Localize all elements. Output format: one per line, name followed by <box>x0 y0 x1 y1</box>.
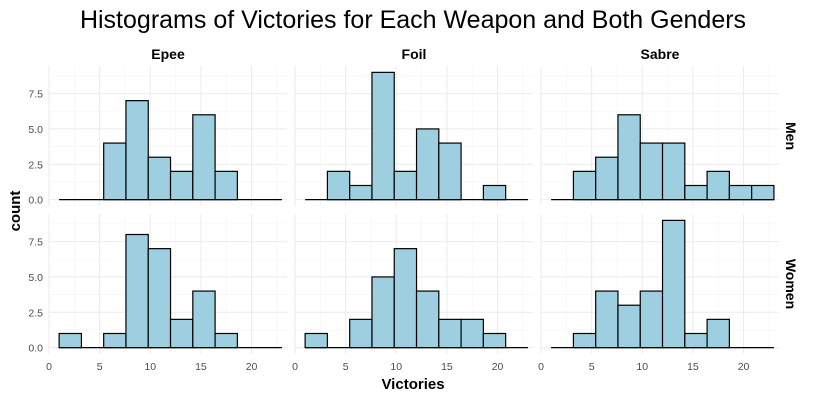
histogram-bar <box>595 156 619 201</box>
x-tick-label: 20 <box>492 361 504 373</box>
x-tick-label: 0 <box>292 361 298 373</box>
histogram-bar <box>103 332 127 349</box>
histogram-bar <box>125 233 149 349</box>
histogram-bar <box>617 114 641 201</box>
histogram-bar <box>103 142 127 201</box>
y-tick-label: 2.5 <box>28 307 43 319</box>
histogram-bar <box>304 332 329 349</box>
panels-layer: Epee Foil Sabre Men Women 0.0 2.5 5.0 7.5 0.0 2.5 5… <box>28 46 799 373</box>
histogram-bar <box>460 318 484 349</box>
histogram-bar <box>214 332 238 349</box>
histogram-bar <box>728 184 753 201</box>
x-tick-label: 20 <box>738 361 750 373</box>
panel-women-foil: 0 5 10 15 20 <box>292 214 533 373</box>
panel-women-sabre: 0 5 10 15 20 <box>538 214 779 373</box>
histogram-bar <box>169 318 194 349</box>
x-tick-label: 10 <box>144 361 156 373</box>
histogram-bar <box>371 71 395 201</box>
histogram-bar <box>192 114 216 201</box>
chart-title: Histograms of Victories for Each Weapon … <box>80 6 746 34</box>
histogram-bar <box>572 170 597 201</box>
y-tick-label: 7.5 <box>28 89 43 101</box>
strip-label-epee: Epee <box>151 46 185 62</box>
y-tick-label: 0.0 <box>28 343 43 355</box>
x-axis-title: Victories <box>381 376 444 393</box>
x-tick-label: 5 <box>589 361 595 373</box>
x-tick-label: 15 <box>441 361 453 373</box>
histogram-bar <box>192 290 216 349</box>
y-tick-label: 2.5 <box>28 159 43 171</box>
x-tick-label: 0 <box>46 361 52 373</box>
histogram-bar <box>169 170 194 201</box>
y-tick-label: 5.0 <box>28 124 43 136</box>
histogram-bar <box>349 318 373 349</box>
histogram-bar <box>706 318 730 349</box>
histogram-bar <box>125 100 149 201</box>
strip-label-sabre: Sabre <box>641 46 680 62</box>
histogram-bar <box>482 332 507 349</box>
histogram-bar <box>639 290 664 349</box>
histogram-bar <box>415 128 440 201</box>
x-tick-label: 10 <box>390 361 402 373</box>
histogram-bar <box>661 142 686 201</box>
panel-men-foil <box>294 66 533 206</box>
histogram-bar <box>326 170 351 201</box>
x-tick-label: 15 <box>195 361 207 373</box>
histogram-bar <box>393 248 418 349</box>
histogram-bar <box>393 170 418 201</box>
histogram-bar <box>438 142 462 201</box>
histogram-bar <box>751 184 775 201</box>
x-tick-label: 15 <box>687 361 699 373</box>
histogram-bar <box>214 170 238 201</box>
histogram-bar <box>684 332 708 349</box>
histogram-bar <box>684 184 708 201</box>
histogram-bar <box>415 290 440 349</box>
histogram-bar <box>595 290 619 349</box>
histogram-bar <box>147 156 172 201</box>
strip-label-women: Women <box>783 259 799 309</box>
histogram-bar <box>572 332 597 349</box>
histogram-bar <box>482 184 507 201</box>
histogram-bar <box>58 332 83 349</box>
x-tick-label: 10 <box>636 361 648 373</box>
x-tick-label: 5 <box>343 361 349 373</box>
y-tick-label: 0.0 <box>28 195 43 207</box>
panel-men-epee: 0.0 2.5 5.0 7.5 <box>28 66 287 207</box>
strip-label-men: Men <box>783 122 799 150</box>
histogram-bar <box>371 276 395 349</box>
histogram-bar <box>438 318 462 349</box>
panel-women-epee: 0.0 2.5 5.0 7.5 0 5 10 15 20 <box>28 214 287 373</box>
x-tick-label: 5 <box>97 361 103 373</box>
histogram-bar <box>617 304 641 349</box>
strip-label-foil: Foil <box>402 46 427 62</box>
panel-men-sabre <box>540 66 779 206</box>
histogram-bar <box>661 219 686 349</box>
histogram-bar <box>349 184 373 201</box>
x-tick-label: 20 <box>246 361 258 373</box>
y-axis-title: count <box>7 191 24 232</box>
histogram-bar <box>147 248 172 349</box>
x-tick-label: 0 <box>538 361 544 373</box>
histogram-bar <box>639 142 664 201</box>
histogram-bar <box>706 170 730 201</box>
y-tick-label: 7.5 <box>28 237 43 249</box>
y-tick-label: 5.0 <box>28 272 43 284</box>
